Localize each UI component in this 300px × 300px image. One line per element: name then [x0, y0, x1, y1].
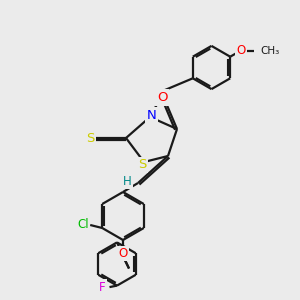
- Text: F: F: [99, 280, 105, 294]
- Text: S: S: [86, 131, 95, 145]
- Text: H: H: [123, 175, 132, 188]
- Text: O: O: [157, 91, 167, 104]
- Text: O: O: [118, 247, 127, 260]
- Text: Cl: Cl: [77, 218, 88, 232]
- Text: N: N: [147, 109, 156, 122]
- Text: S: S: [138, 158, 147, 172]
- Text: CH₃: CH₃: [261, 46, 280, 56]
- Text: O: O: [237, 44, 246, 57]
